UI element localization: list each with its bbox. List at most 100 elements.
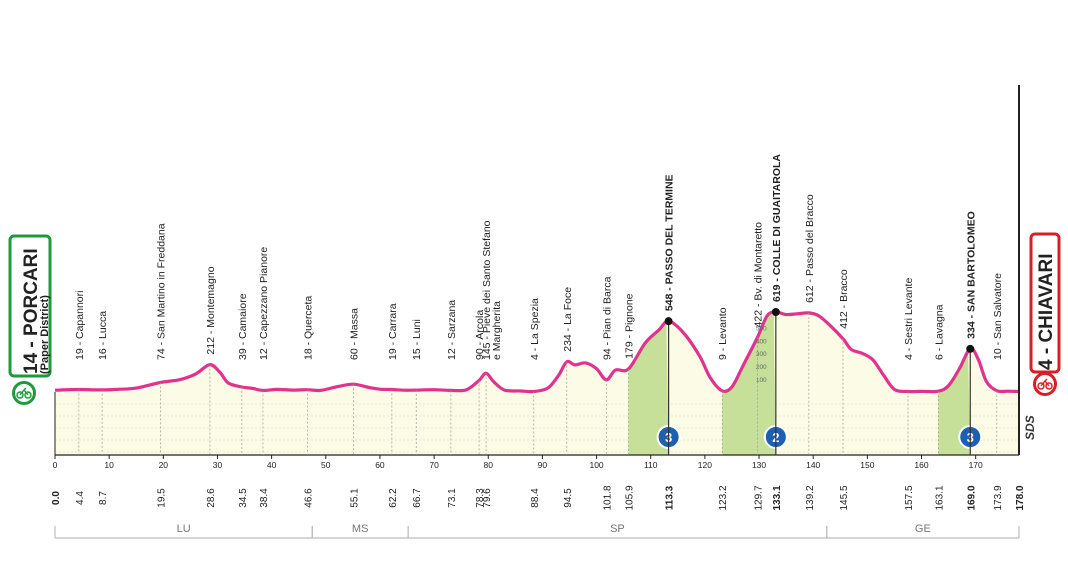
waypoint-km: 105.9 bbox=[625, 485, 636, 510]
km-tick-label: 110 bbox=[644, 460, 658, 470]
waypoint-km: 8.7 bbox=[98, 491, 109, 505]
waypoint-km: 34.5 bbox=[238, 488, 249, 508]
elevation-tick-label: 100 bbox=[756, 377, 767, 384]
km-tick-label: 80 bbox=[484, 460, 494, 470]
waypoint-km: 133.1 bbox=[772, 485, 783, 510]
elevation-tick-label: 500 bbox=[756, 325, 767, 332]
km-tick-label: 40 bbox=[267, 460, 277, 470]
waypoint-label: 422 - Bv. di Montaretto bbox=[752, 222, 764, 328]
waypoint-label: 4 - Sestri Levante bbox=[903, 278, 915, 360]
start-name: 14 - PORCARI bbox=[21, 248, 42, 374]
waypoint-km: 4.4 bbox=[75, 491, 86, 505]
waypoint-label: 94 - Pian di Barca bbox=[601, 276, 613, 360]
profile-grid-layer bbox=[55, 403, 1019, 453]
region-label: MS bbox=[352, 523, 369, 535]
waypoint-km: 28.6 bbox=[206, 488, 217, 508]
waypoint-label: 16 - Lucca bbox=[97, 311, 109, 360]
km-tick-label: 30 bbox=[213, 460, 223, 470]
waypoint-label: 19 - Capannori bbox=[74, 291, 86, 360]
elevation-tick-label: 200 bbox=[756, 364, 767, 371]
waypoint-km: 88.4 bbox=[530, 488, 541, 508]
waypoint-label: 90 - Arcola bbox=[474, 310, 486, 360]
start-detail: (Paper District) bbox=[39, 295, 51, 374]
waypoint-label: 179 - Pignone bbox=[624, 293, 636, 359]
waypoint-km: 157.5 bbox=[904, 485, 915, 510]
waypoint-km: 173.9 bbox=[993, 485, 1004, 510]
waypoint-label: 412 - Bracco bbox=[838, 269, 850, 329]
waypoint-label: 18 - Querceta bbox=[302, 296, 314, 360]
waypoint-km: 145.5 bbox=[839, 485, 850, 510]
waypoint-label: 74 - San Martino in Freddana bbox=[156, 223, 168, 360]
waypoint-km: 163.1 bbox=[934, 485, 945, 510]
waypoint-label: 4 - La Spezia bbox=[529, 298, 541, 360]
elevation-tick-label: 300 bbox=[756, 351, 767, 358]
waypoint-km: 178.0 bbox=[1015, 485, 1026, 510]
waypoint-km: 139.2 bbox=[805, 485, 816, 510]
waypoint-km: 169.0 bbox=[966, 485, 977, 510]
km-tick-label: 140 bbox=[806, 460, 820, 470]
km-tick-label: 60 bbox=[375, 460, 385, 470]
profile-line bbox=[54, 310, 1020, 394]
region-label: LU bbox=[177, 523, 191, 535]
waypoint-label: 548 - PASSO DEL TERMINE bbox=[664, 174, 676, 311]
waypoint-km: 123.2 bbox=[718, 485, 729, 510]
waypoint-label: 19 - Carrara bbox=[387, 303, 399, 360]
profile-fill-layer bbox=[55, 311, 1019, 455]
waypoint-label-line2: e Margherita bbox=[491, 301, 503, 360]
waypoint-label: 9 - Levanto bbox=[717, 307, 729, 360]
km-tick-label: 10 bbox=[104, 460, 114, 470]
km-tick-label: 70 bbox=[429, 460, 439, 470]
km-tick-label: 120 bbox=[698, 460, 712, 470]
climb-area-2 bbox=[722, 312, 776, 455]
waypoint-label: 234 - La Foce bbox=[562, 287, 574, 352]
waypoint-km: 19.5 bbox=[157, 488, 168, 508]
waypoint-labels: 0.0 4.4 19 - Capannori 8.7 16 - Lucca 19.5 74 … bbox=[51, 154, 1026, 511]
km-tick-label: 50 bbox=[321, 460, 331, 470]
gpm-marker bbox=[664, 317, 673, 326]
km-tick-label: 170 bbox=[969, 460, 983, 470]
gpm-marker bbox=[966, 344, 975, 353]
waypoint-label: 12 - Sarzana bbox=[446, 300, 458, 360]
elevation-tick-label: 400 bbox=[756, 338, 767, 345]
waypoint-km: 94.5 bbox=[563, 488, 574, 508]
waypoint-label: 145 - Pieve dei Santo Stefano bbox=[481, 220, 493, 360]
km-tick-label: 0 bbox=[53, 460, 58, 470]
waypoint-km: 46.6 bbox=[303, 488, 314, 508]
waypoint-label: 10 - San Salvatore bbox=[992, 273, 1004, 360]
waypoint-km: 78.3 bbox=[475, 488, 486, 508]
waypoint-label: 212 - Montemagno bbox=[205, 266, 217, 354]
km-tick-label: 160 bbox=[914, 460, 928, 470]
region-label: SP bbox=[610, 523, 625, 535]
gpm-marker bbox=[771, 308, 780, 316]
region-bar: LU MS SP GE bbox=[54, 523, 1020, 539]
waypoint-label: 12 - Capezzano Pianore bbox=[258, 247, 270, 360]
waypoint-km: 62.2 bbox=[388, 488, 399, 508]
km-tick-label: 130 bbox=[752, 460, 766, 470]
km-tick-label: 90 bbox=[538, 460, 548, 470]
finish-badge: 4 - CHIAVARI bbox=[1029, 232, 1061, 396]
waypoint-km: 0.0 bbox=[51, 491, 62, 505]
km-tick-label: 20 bbox=[159, 460, 169, 470]
km-tick-label: 100 bbox=[589, 460, 603, 470]
profile-line-layer bbox=[54, 310, 1020, 394]
waypoint-label: 619 - COLLE DI GUAITAROLA bbox=[771, 154, 783, 302]
waypoint-label: 334 - SAN BARTOLOMEO bbox=[965, 211, 977, 339]
waypoint-label: 60 - Massa bbox=[348, 308, 360, 360]
waypoint-km: 113.3 bbox=[665, 485, 676, 510]
finish-name: 4 - CHIAVARI bbox=[1036, 254, 1057, 370]
waypoint-km: 129.7 bbox=[753, 485, 764, 510]
brand-logo: SDS bbox=[1023, 415, 1037, 440]
km-axis: 0 10 20 30 40 50 60 70 80 90 100 110 120 130 140 150 160… bbox=[53, 85, 1020, 470]
waypoint-km: 73.1 bbox=[447, 488, 458, 508]
waypoint-km: 55.1 bbox=[349, 488, 360, 508]
waypoint-km: 66.7 bbox=[412, 488, 423, 508]
waypoint-label: 612 - Passo del Bracco bbox=[804, 194, 816, 303]
waypoint-km: 101.8 bbox=[602, 485, 613, 510]
km-tick-label: 150 bbox=[860, 460, 874, 470]
start-badge: 14 - PORCARI (Paper District) bbox=[8, 234, 52, 405]
waypoint-label: 39 - Camaiore bbox=[237, 293, 249, 360]
region-label: GE bbox=[915, 523, 931, 535]
waypoint-label: 15 - Luni bbox=[411, 319, 423, 360]
profile-area bbox=[55, 311, 1019, 455]
